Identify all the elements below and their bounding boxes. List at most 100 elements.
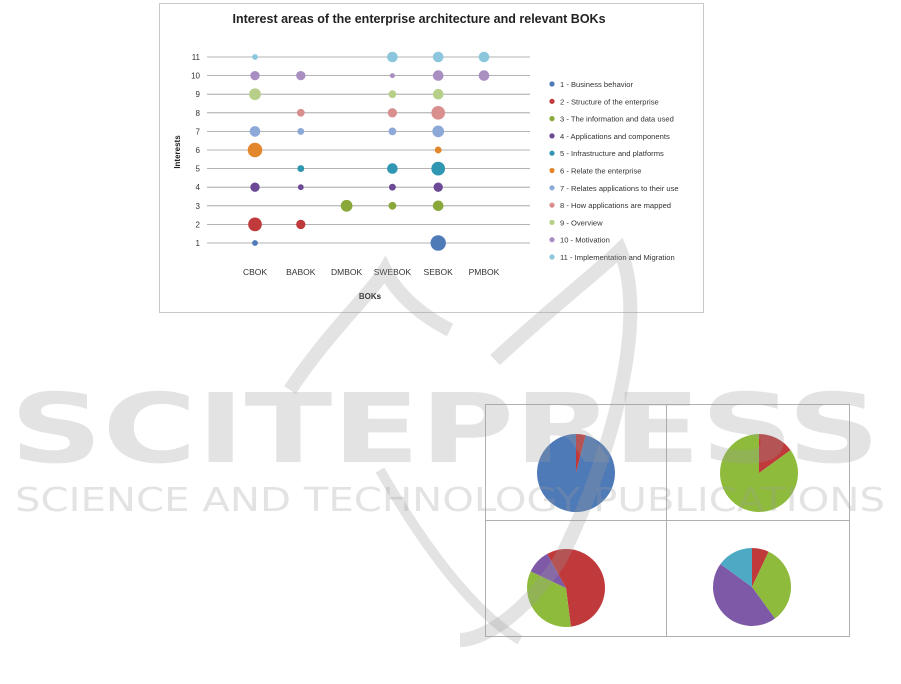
bubble bbox=[296, 70, 306, 81]
y-tick-label: 2 bbox=[196, 220, 201, 229]
bubble bbox=[248, 217, 262, 232]
bubble bbox=[387, 51, 398, 63]
x-axis-label: BOKs bbox=[359, 292, 382, 301]
legend-marker bbox=[549, 237, 555, 243]
chart-title: Interest areas of the enterprise archite… bbox=[232, 12, 605, 26]
bubble bbox=[247, 142, 263, 158]
pie-slice bbox=[537, 434, 615, 512]
bubble bbox=[249, 88, 261, 101]
pie-chart-1 bbox=[537, 434, 615, 512]
bubble bbox=[387, 163, 398, 174]
bubble bbox=[431, 161, 446, 176]
legend-label: 10 - Motivation bbox=[560, 236, 610, 245]
bubble bbox=[297, 165, 305, 173]
pie-cell-1 bbox=[485, 404, 667, 521]
bubble-chart-panel: Interest areas of the enterprise archite… bbox=[159, 3, 704, 313]
bubble bbox=[250, 182, 260, 192]
pie-slice bbox=[576, 434, 586, 473]
bubble bbox=[432, 125, 445, 138]
x-tick-labels: CBOK BABOK DMBOK SWEBOK SEBOK PMBOK bbox=[243, 267, 500, 277]
bubble bbox=[430, 235, 446, 251]
legend-marker bbox=[549, 202, 555, 208]
bubble bbox=[432, 51, 444, 63]
x-tick-label: DMBOK bbox=[331, 267, 363, 277]
bubble bbox=[388, 90, 397, 99]
legend-marker bbox=[549, 254, 555, 260]
bubble bbox=[432, 70, 444, 81]
bubble bbox=[340, 199, 353, 212]
pie-cell-3 bbox=[485, 520, 667, 637]
y-tick-label: 4 bbox=[196, 183, 201, 192]
legend-marker bbox=[549, 185, 555, 191]
bubble bbox=[388, 201, 397, 210]
legend-marker bbox=[549, 219, 555, 225]
legend-marker bbox=[549, 116, 555, 122]
legend-label: 6 - Relate the enterprise bbox=[560, 167, 641, 176]
legend-label: 4 - Applications and components bbox=[560, 132, 670, 141]
legend-label: 11 - Implementation and Migration bbox=[560, 253, 675, 262]
y-tick-label: 7 bbox=[196, 127, 201, 136]
pie-slice bbox=[527, 571, 571, 627]
legend-marker bbox=[549, 167, 555, 174]
bubble-chart: Interest areas of the enterprise archite… bbox=[173, 12, 679, 301]
legend-label: 5 - Infrastructure and platforms bbox=[560, 149, 664, 158]
legend-label: 1 - Business behavior bbox=[560, 80, 633, 89]
y-tick-label: 9 bbox=[196, 90, 201, 99]
y-tick-label: 5 bbox=[196, 165, 201, 174]
pie-cell-4 bbox=[666, 520, 850, 637]
legend-marker bbox=[549, 81, 555, 87]
pie-chart-3 bbox=[527, 549, 606, 627]
y-axis-label: Interests bbox=[173, 135, 182, 169]
bubble bbox=[297, 127, 305, 135]
pie-slice bbox=[547, 549, 566, 588]
legend-marker bbox=[549, 150, 555, 156]
bubble bbox=[478, 51, 490, 63]
y-tick-label: 11 bbox=[192, 53, 201, 62]
y-tick-label: 1 bbox=[196, 239, 201, 248]
bubble bbox=[431, 105, 446, 120]
x-tick-label: SWEBOK bbox=[374, 267, 412, 277]
x-tick-label: SEBOK bbox=[424, 267, 454, 277]
pie-slice bbox=[752, 551, 791, 619]
pie-slice bbox=[720, 548, 752, 587]
legend-label: 2 - Structure of the enterprise bbox=[560, 97, 659, 106]
bubble bbox=[387, 108, 398, 118]
bubble bbox=[297, 184, 304, 191]
legend-label: 9 - Overview bbox=[560, 218, 603, 227]
bubble bbox=[388, 183, 396, 191]
y-tick-label: 6 bbox=[196, 146, 201, 155]
pie-slice bbox=[713, 564, 775, 626]
bubble bbox=[388, 127, 397, 136]
pie-slice bbox=[752, 548, 769, 587]
bubble bbox=[252, 54, 258, 60]
legend-marker bbox=[549, 98, 555, 104]
legend-label: 7 - Relates applications to their use bbox=[560, 184, 679, 193]
pie-slice bbox=[530, 553, 566, 588]
bubble bbox=[252, 240, 258, 246]
bubble bbox=[434, 146, 442, 154]
bubble bbox=[432, 88, 444, 100]
bubble bbox=[250, 70, 260, 81]
bubble bbox=[296, 108, 305, 117]
pie-slice bbox=[759, 434, 791, 473]
x-tick-label: BABOK bbox=[286, 267, 316, 277]
bubble bbox=[296, 219, 306, 230]
bubbles bbox=[247, 51, 490, 251]
y-tick-label: 8 bbox=[196, 109, 201, 118]
bubble bbox=[433, 182, 443, 192]
pie-slice bbox=[566, 549, 606, 627]
legend-label: 3 - The information and data used bbox=[560, 115, 674, 124]
pie-chart-2 bbox=[720, 434, 798, 512]
pie-chart-4 bbox=[713, 548, 791, 626]
legend-label: 8 - How applications are mapped bbox=[560, 201, 671, 210]
bubble bbox=[249, 126, 261, 137]
legend-marker bbox=[549, 133, 555, 139]
x-tick-label: CBOK bbox=[243, 267, 267, 277]
pie-slice bbox=[720, 434, 798, 512]
bubble bbox=[478, 70, 490, 81]
legend: 1 - Business behavior 2 - Structure of th… bbox=[549, 80, 679, 262]
y-tick-label: 3 bbox=[196, 202, 201, 211]
y-tick-label: 10 bbox=[191, 72, 200, 81]
x-tick-label: PMBOK bbox=[469, 267, 500, 277]
bubble bbox=[389, 73, 395, 79]
